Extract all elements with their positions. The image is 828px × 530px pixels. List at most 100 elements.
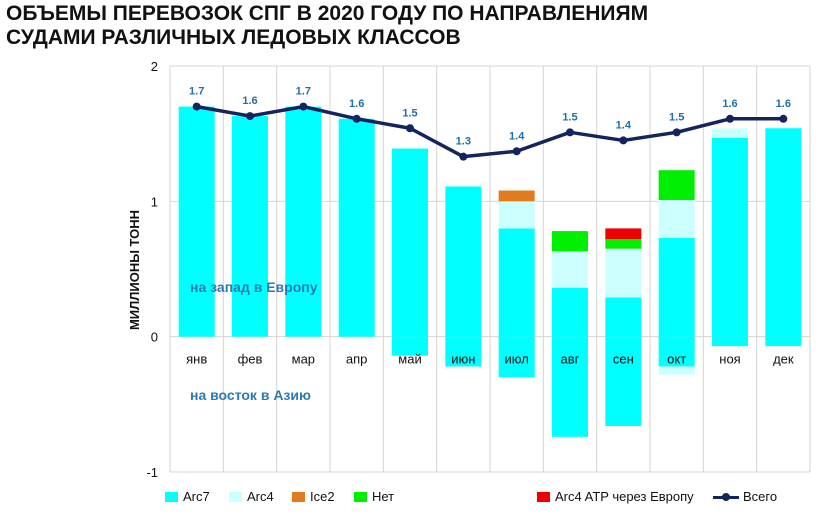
total-point <box>192 102 201 111</box>
legend-label-arc7: Arc7 <box>183 489 210 504</box>
bar-west-0-1 <box>232 116 268 337</box>
category-label: июл <box>505 352 529 367</box>
bar-east-0-10 <box>712 336 748 347</box>
legend-label-total: Всего <box>743 489 778 504</box>
total-point <box>246 112 254 121</box>
lng-volume-chart: янв фев мар апр май июн июл авг сен окт ноя дек 1.7… <box>127 59 811 480</box>
legend-item-ice2: Ice2 <box>292 489 335 504</box>
category-label: ноя <box>719 352 740 367</box>
legend-swatch-arc4-atp <box>537 491 550 502</box>
y-tick-label: 0 <box>151 330 158 345</box>
total-data-label: 1.5 <box>669 111 684 123</box>
bar-west-0-3 <box>338 118 375 337</box>
bar-west-0-5 <box>445 186 482 337</box>
total-data-label: 1.6 <box>242 95 257 107</box>
bar-east-0-4 <box>392 336 428 356</box>
chart-title-line-1: ОБЪЕМЫ ПЕРЕВОЗОК СПГ В 2020 ГОДУ ПО НАПР… <box>6 2 649 25</box>
bar-west-0-0 <box>178 106 215 337</box>
total-point <box>512 147 521 156</box>
bar-west-2-6 <box>498 190 535 202</box>
legend-label-ice2: Ice2 <box>310 489 335 504</box>
legend-swatch-arc7 <box>165 491 178 502</box>
bar-west-3-7 <box>552 231 588 252</box>
total-point <box>726 114 734 123</box>
y-axis-label: МИЛЛИОНЫ ТОНН <box>127 210 142 330</box>
chart-title-line-2: СУДАМИ РАЗЛИЧНЫХ ЛЕДОВЫХ КЛАССОВ <box>6 26 461 49</box>
legend-swatch-ice2 <box>292 491 305 502</box>
y-tick-label: 2 <box>151 59 158 74</box>
total-data-label: 1.7 <box>189 86 204 98</box>
bar-east-0-6 <box>498 336 535 378</box>
category-label: апр <box>346 352 368 367</box>
legend-label-arc4: Arc4 <box>247 489 274 504</box>
annotation-west: на запад в Европу <box>190 279 318 295</box>
total-point <box>566 128 574 137</box>
total-data-label: 1.4 <box>616 119 632 131</box>
total-data-label: 1.6 <box>776 98 791 110</box>
legend-item-total: Всего <box>713 489 777 504</box>
total-line <box>196 104 784 159</box>
bar-west-0-4 <box>392 148 428 337</box>
bar-west-3-9 <box>658 170 695 200</box>
bar-west-0-6 <box>498 228 535 337</box>
total-point <box>619 136 628 145</box>
total-line-series: 1.7 1.6 1.7 1.6 1.5 1.3 1.4 1.5 1.4 1.5 1.6 1.6 <box>189 86 791 161</box>
total-point <box>352 114 361 123</box>
bar-east-0-8 <box>605 336 642 426</box>
category-label: янв <box>186 352 207 367</box>
total-data-label: 1.3 <box>456 136 471 148</box>
bar-east-0-9 <box>658 336 695 367</box>
grid-lines <box>169 65 811 473</box>
total-data-label: 1.6 <box>722 98 737 110</box>
bar-west-4-8 <box>605 228 642 240</box>
total-point <box>299 102 308 111</box>
legend-label-none: Нет <box>372 489 395 504</box>
bar-west-1-10 <box>712 128 748 138</box>
bar-west-0-2 <box>285 106 322 337</box>
bar-east-0-7 <box>552 336 588 437</box>
total-point <box>672 128 681 137</box>
bar-east-0-5 <box>445 336 482 367</box>
total-data-label: 1.6 <box>349 98 364 110</box>
legend-swatch-none <box>354 491 367 502</box>
bar-west-0-11 <box>765 128 802 337</box>
legend-item-arc7: Arc7 <box>165 489 210 504</box>
total-point <box>406 124 414 133</box>
legend: Arc7 Arc4 Ice2 Нет Arc4 ATP через Европу… <box>0 489 828 509</box>
bar-west-0-8 <box>605 297 642 337</box>
category-label: сен <box>613 352 634 367</box>
category-label: дек <box>773 352 794 367</box>
bar-west-0-10 <box>712 137 748 337</box>
category-label: окт <box>667 352 686 367</box>
total-data-label: 1.7 <box>296 86 311 98</box>
bar-west-1-6 <box>498 201 535 229</box>
bar-west-0-9 <box>658 237 695 337</box>
bar-series <box>178 106 802 437</box>
total-data-label: 1.5 <box>562 111 577 123</box>
category-label: фев <box>238 352 263 367</box>
legend-item-arc4-atp: Arc4 ATP через Европу <box>537 489 694 504</box>
category-label: май <box>398 352 421 367</box>
legend-label-arc4-atp: Arc4 ATP через Европу <box>555 489 694 504</box>
bar-west-0-7 <box>552 287 588 337</box>
y-axis-ticks: 2 1 0 -1 <box>146 59 158 480</box>
y-tick-label: 1 <box>151 194 158 209</box>
legend-line-total <box>713 491 739 503</box>
total-point <box>459 152 468 161</box>
category-label: июн <box>451 352 475 367</box>
bar-west-3-8 <box>605 239 642 249</box>
category-label: авг <box>561 352 580 367</box>
chart-title: ОБЪЕМЫ ПЕРЕВОЗОК СПГ В 2020 ГОДУ ПО НАПР… <box>6 2 706 50</box>
bar-west-1-7 <box>552 251 588 288</box>
annotation-east: на восток в Азию <box>190 387 311 403</box>
total-point <box>779 114 788 123</box>
bar-west-1-9 <box>658 199 695 238</box>
total-data-label: 1.4 <box>509 130 525 142</box>
legend-item-arc4: Arc4 <box>229 489 274 504</box>
bar-east-1-9 <box>658 366 695 375</box>
total-data-label: 1.5 <box>402 107 417 119</box>
category-labels: янв фев мар апр май июн июл авг сен окт ноя дек <box>186 352 794 367</box>
bar-west-1-8 <box>605 248 642 298</box>
category-label: мар <box>292 352 315 367</box>
bar-east-0-11 <box>765 336 802 347</box>
